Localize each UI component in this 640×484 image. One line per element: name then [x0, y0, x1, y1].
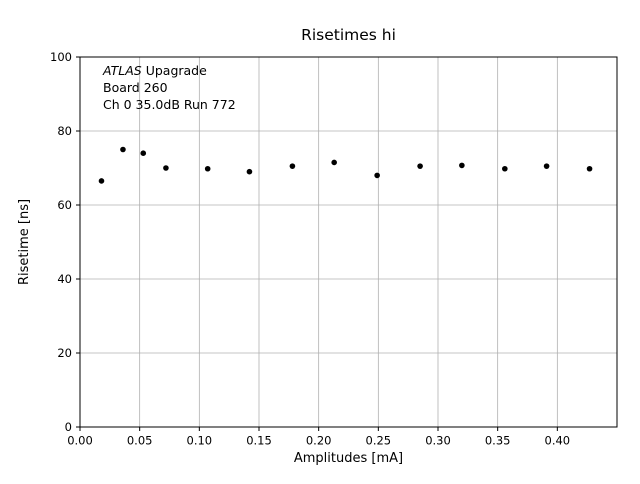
annotation-line: Board 260 [103, 80, 168, 95]
data-point [586, 165, 593, 172]
data-point [120, 146, 126, 153]
data-point [331, 159, 337, 166]
x-tick-label: 0.05 [127, 434, 153, 448]
y-tick-label: 80 [57, 124, 72, 138]
y-tick-label: 100 [50, 50, 72, 64]
data-point [289, 163, 296, 169]
data-point [459, 162, 465, 169]
x-axis-label: Amplitudes [mA] [294, 451, 403, 466]
chart-title: Risetimes hi [301, 26, 396, 44]
data-point [140, 150, 147, 156]
data-point [246, 168, 253, 175]
x-tick-label: 0.20 [306, 434, 332, 448]
y-tick-label: 60 [57, 198, 72, 212]
x-tick-label: 0.35 [485, 434, 511, 448]
data-point [543, 163, 550, 169]
data-point [502, 165, 508, 172]
x-tick-label: 0.30 [425, 434, 451, 448]
y-tick-label: 40 [57, 272, 72, 286]
y-axis-label: Risetime [ns] [17, 199, 32, 285]
data-point [204, 165, 211, 172]
y-tick-label: 20 [57, 346, 72, 360]
x-tick-label: 0.00 [67, 434, 93, 448]
x-tick-label: 0.10 [187, 434, 213, 448]
data-point [98, 178, 105, 184]
annotation-line: ATLAS Upagrade [102, 63, 207, 78]
x-tick-label: 0.25 [366, 434, 392, 448]
x-tick-label: 0.40 [545, 434, 571, 448]
plot-area-border [79, 56, 618, 428]
y-tick-label: 0 [65, 420, 72, 434]
annotation-line: Ch 0 35.0dB Run 772 [103, 97, 236, 112]
data-point [417, 163, 423, 169]
x-tick-label: 0.15 [246, 434, 272, 448]
data-point [374, 172, 380, 179]
data-point [163, 165, 169, 171]
